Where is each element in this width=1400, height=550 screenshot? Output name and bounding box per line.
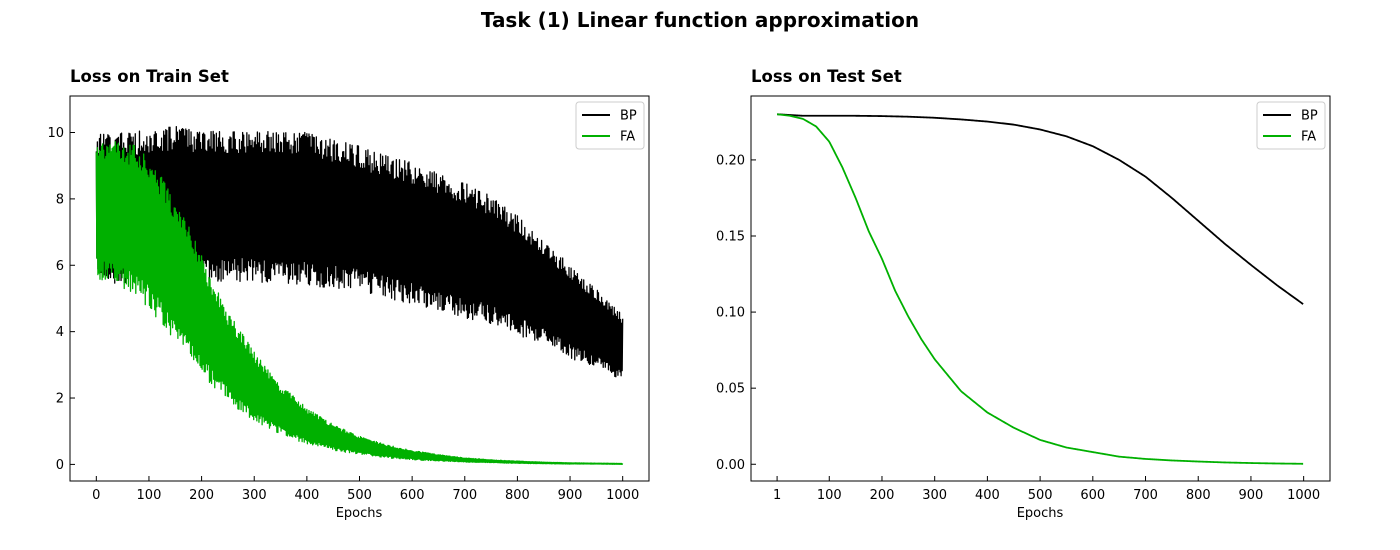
legend-label-bp: BP xyxy=(620,109,637,124)
x-tick-label: 0 xyxy=(92,488,100,503)
y-tick-label: 0.10 xyxy=(716,306,745,321)
legend: BP FA xyxy=(1256,101,1326,150)
legend-box xyxy=(1256,101,1326,150)
test-loss-chart: Loss on Test Set Epochs 1 100 200 300 400 500… xyxy=(716,67,1331,521)
y-tick-label: 0 xyxy=(56,458,64,473)
test-chart-title: Loss on Test Set xyxy=(751,67,902,86)
x-tick-label: 700 xyxy=(452,488,477,503)
y-tick-label: 0.15 xyxy=(716,230,745,245)
x-tick-label: 200 xyxy=(189,488,214,503)
x-tick-label: 400 xyxy=(975,488,1000,503)
x-tick-label: 900 xyxy=(1239,488,1264,503)
x-tick-label: 800 xyxy=(505,488,530,503)
legend-box xyxy=(575,101,645,150)
y-tick-label: 2 xyxy=(56,392,64,407)
test-x-axis-label: Epochs xyxy=(1017,506,1064,521)
x-tick-label: 1000 xyxy=(606,488,639,503)
x-tick-label: 700 xyxy=(1133,488,1158,503)
x-tick-label: 600 xyxy=(400,488,425,503)
figure-title: Task (1) Linear function approximation xyxy=(481,8,919,32)
axes-frame xyxy=(750,95,1331,482)
legend-label-fa: FA xyxy=(620,130,635,145)
y-tick-label: 8 xyxy=(56,192,64,207)
train-plot-area xyxy=(95,125,624,466)
x-tick-label: 400 xyxy=(294,488,319,503)
y-tick-label: 0.20 xyxy=(716,153,745,168)
y-tick-label: 6 xyxy=(56,259,64,274)
x-tick-label: 300 xyxy=(922,488,947,503)
legend-label-bp: BP xyxy=(1301,109,1318,124)
x-tick-label: 1000 xyxy=(1287,488,1320,503)
x-tick-label: 900 xyxy=(558,488,583,503)
x-tick-label: 800 xyxy=(1186,488,1211,503)
x-tick-label: 200 xyxy=(870,488,895,503)
series-line-fa xyxy=(776,113,1304,465)
y-tick-label: 0.00 xyxy=(716,458,745,473)
y-tick-label: 0.05 xyxy=(716,382,745,397)
x-tick-label: 300 xyxy=(242,488,267,503)
y-tick-label: 10 xyxy=(47,126,64,141)
x-tick-label: 1 xyxy=(773,488,781,503)
legend: BP FA xyxy=(575,101,645,150)
test-plot-area xyxy=(776,113,1304,465)
x-tick-label: 100 xyxy=(137,488,162,503)
x-tick-label: 500 xyxy=(1028,488,1053,503)
x-tick-label: 600 xyxy=(1080,488,1105,503)
train-x-axis-label: Epochs xyxy=(336,506,383,521)
series-line-fa xyxy=(95,141,624,466)
x-tick-label: 500 xyxy=(347,488,372,503)
train-chart-title: Loss on Train Set xyxy=(70,67,229,86)
x-tick-label: 100 xyxy=(817,488,842,503)
series-line-bp xyxy=(777,113,1304,305)
legend-label-fa: FA xyxy=(1301,130,1316,145)
y-tick-label: 4 xyxy=(56,325,64,340)
train-loss-chart: Loss on Train Set Epochs 0 100 200 300 400 50… xyxy=(47,67,650,521)
